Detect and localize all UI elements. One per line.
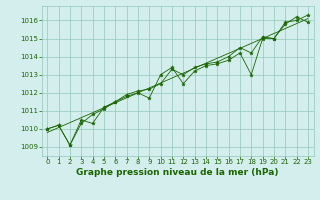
X-axis label: Graphe pression niveau de la mer (hPa): Graphe pression niveau de la mer (hPa) [76,168,279,177]
